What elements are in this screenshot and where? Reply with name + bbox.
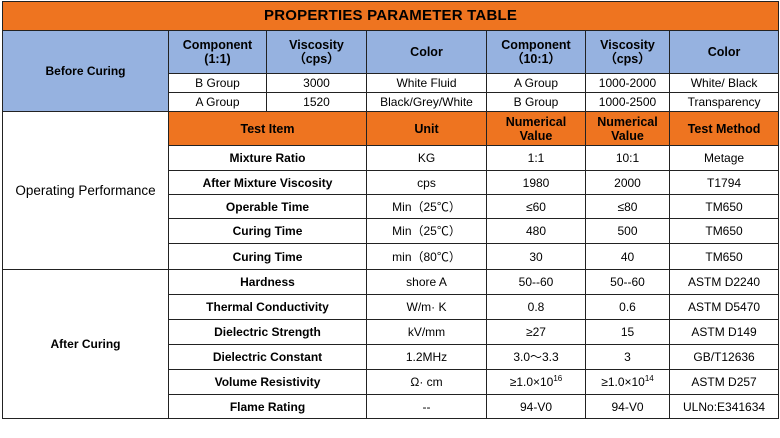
header-numerical-value-2: Numerical Value (585, 111, 670, 146)
cell-viscosity: 1000-2500 (585, 92, 670, 112)
table-row: Volume Resistivity Ω· cm ≥1.0×1016 ≥1.0×… (3, 369, 780, 395)
cell-unit: min（80℃） (366, 243, 487, 270)
cell-value-1: 94-V0 (486, 394, 586, 419)
table-title: PROPERTIES PARAMETER TABLE (1, 1, 780, 31)
cell-value-1: ≤60 (486, 194, 586, 219)
header-color-2: Color (668, 30, 780, 74)
header-color-1: Color (366, 30, 487, 74)
cell-test-item: Curing Time (168, 243, 367, 270)
cell-component: A Group (168, 92, 267, 112)
cell-test-method: ASTM D257 (668, 369, 780, 395)
cell-component: A Group (486, 73, 586, 93)
cell-value-2: 10:1 (585, 145, 670, 171)
cell-unit: 1.2MHz (366, 344, 487, 370)
header-test-item: Test Item (168, 111, 367, 146)
cell-test-item: Thermal Conductivity (168, 294, 367, 320)
cell-component: B Group (486, 92, 586, 112)
cell-value-2: 50--60 (585, 269, 670, 295)
cell-test-method: TM650 (668, 194, 780, 219)
cell-test-method: Metage (668, 145, 780, 171)
cell-value-2: 94-V0 (585, 394, 670, 419)
cell-test-method: ASTM D5470 (668, 294, 780, 320)
cell-value-1: 50--60 (486, 269, 586, 295)
cell-unit: KG (366, 145, 487, 171)
cell-value-2: 15 (585, 319, 670, 345)
header-test-method: Test Method (668, 111, 780, 146)
cell-value-1: 30 (486, 243, 586, 270)
cell-unit: kV/mm (366, 319, 487, 345)
cell-test-item: Operable Time (168, 194, 367, 219)
cell-value-2: ≥1.0×1014 (585, 369, 670, 395)
table-row: Curing Time min（80℃） 30 40 TM650 (3, 243, 780, 270)
cell-color: Black/Grey/White (366, 92, 487, 112)
cell-value-1: 1:1 (486, 145, 586, 171)
table-row: Flame Rating -- 94-V0 94-V0 ULNo:E341634 (3, 394, 780, 419)
section-label-before-curing: Before Curing (2, 30, 169, 112)
cell-value-1: 1980 (486, 170, 586, 195)
cell-value-1: ≥1.0×1016 (486, 369, 586, 395)
header-numerical-value-1: Numerical Value (486, 111, 586, 146)
table-row: After Mixture Viscosity cps 1980 2000 T1… (3, 170, 780, 195)
cell-color: White/ Black (668, 73, 780, 93)
cell-unit: -- (366, 394, 487, 419)
cell-unit: cps (366, 170, 487, 195)
cell-value-2: 40 (585, 243, 670, 270)
table-row: Thermal Conductivity W/m· K 0.8 0.6 ASTM… (3, 294, 780, 320)
cell-viscosity: 1520 (266, 92, 367, 112)
cell-viscosity: 1000-2000 (585, 73, 670, 93)
cell-unit: Ω· cm (366, 369, 487, 395)
section-label-after-curing: After Curing (2, 269, 169, 419)
cell-value-1: 3.0～3.3 (486, 344, 586, 370)
cell-unit: W/m· K (366, 294, 487, 320)
cell-test-method: T1794 (668, 170, 780, 195)
cell-test-method: GB/T12636 (668, 344, 780, 370)
cell-test-item: Flame Rating (168, 394, 367, 419)
cell-test-method: ASTM D2240 (668, 269, 780, 295)
table-row: B Group 3000 White Fluid A Group 1000-20… (3, 73, 780, 93)
section-label-operating-performance: Operating Performance (2, 111, 169, 270)
cell-color: White Fluid (366, 73, 487, 93)
cell-value-2: ≤80 (585, 194, 670, 219)
cell-test-method: TM650 (668, 218, 780, 244)
cell-test-method: TM650 (668, 243, 780, 270)
cell-unit: Min（25℃） (366, 194, 487, 219)
header-component-2: Component （10:1） (486, 30, 586, 74)
cell-value-2: 3 (585, 344, 670, 370)
table-row: Mixture Ratio KG 1:1 10:1 Metage (3, 145, 780, 171)
cell-test-item: Hardness (168, 269, 367, 295)
cell-test-item: Mixture Ratio (168, 145, 367, 171)
header-viscosity-2: Viscosity （cps） (585, 30, 670, 74)
table-row: After Curing Hardness shore A 50--60 50-… (2, 269, 780, 419)
cell-test-item: Dielectric Strength (168, 319, 367, 345)
cell-component: B Group (168, 73, 267, 93)
properties-parameter-table: PROPERTIES PARAMETER TABLE Before Curing… (1, 1, 780, 419)
cell-unit: Min（25℃） (366, 218, 487, 244)
cell-value-1: 480 (486, 218, 586, 244)
cell-value-2: 2000 (585, 170, 670, 195)
cell-test-item: Curing Time (168, 218, 367, 244)
cell-value-1: ≥27 (486, 319, 586, 345)
cell-viscosity: 3000 (266, 73, 367, 93)
header-component-1: Component (1:1) (168, 30, 267, 74)
cell-test-method: ULNo:E341634 (668, 394, 780, 419)
cell-value-2: 500 (585, 218, 670, 244)
cell-test-item: After Mixture Viscosity (168, 170, 367, 195)
cell-test-method: ASTM D149 (668, 319, 780, 345)
cell-value-1: 0.8 (486, 294, 586, 320)
cell-test-item: Volume Resistivity (168, 369, 367, 395)
table-row: Dielectric Strength kV/mm ≥27 15 ASTM D1… (3, 319, 780, 345)
cell-unit: shore A (366, 269, 487, 295)
header-viscosity-1: Viscosity （cps） (266, 30, 367, 74)
header-unit: Unit (366, 111, 487, 146)
cell-value-2: 0.6 (585, 294, 670, 320)
cell-color: Transparency (668, 92, 780, 112)
cell-test-item: Dielectric Constant (168, 344, 367, 370)
